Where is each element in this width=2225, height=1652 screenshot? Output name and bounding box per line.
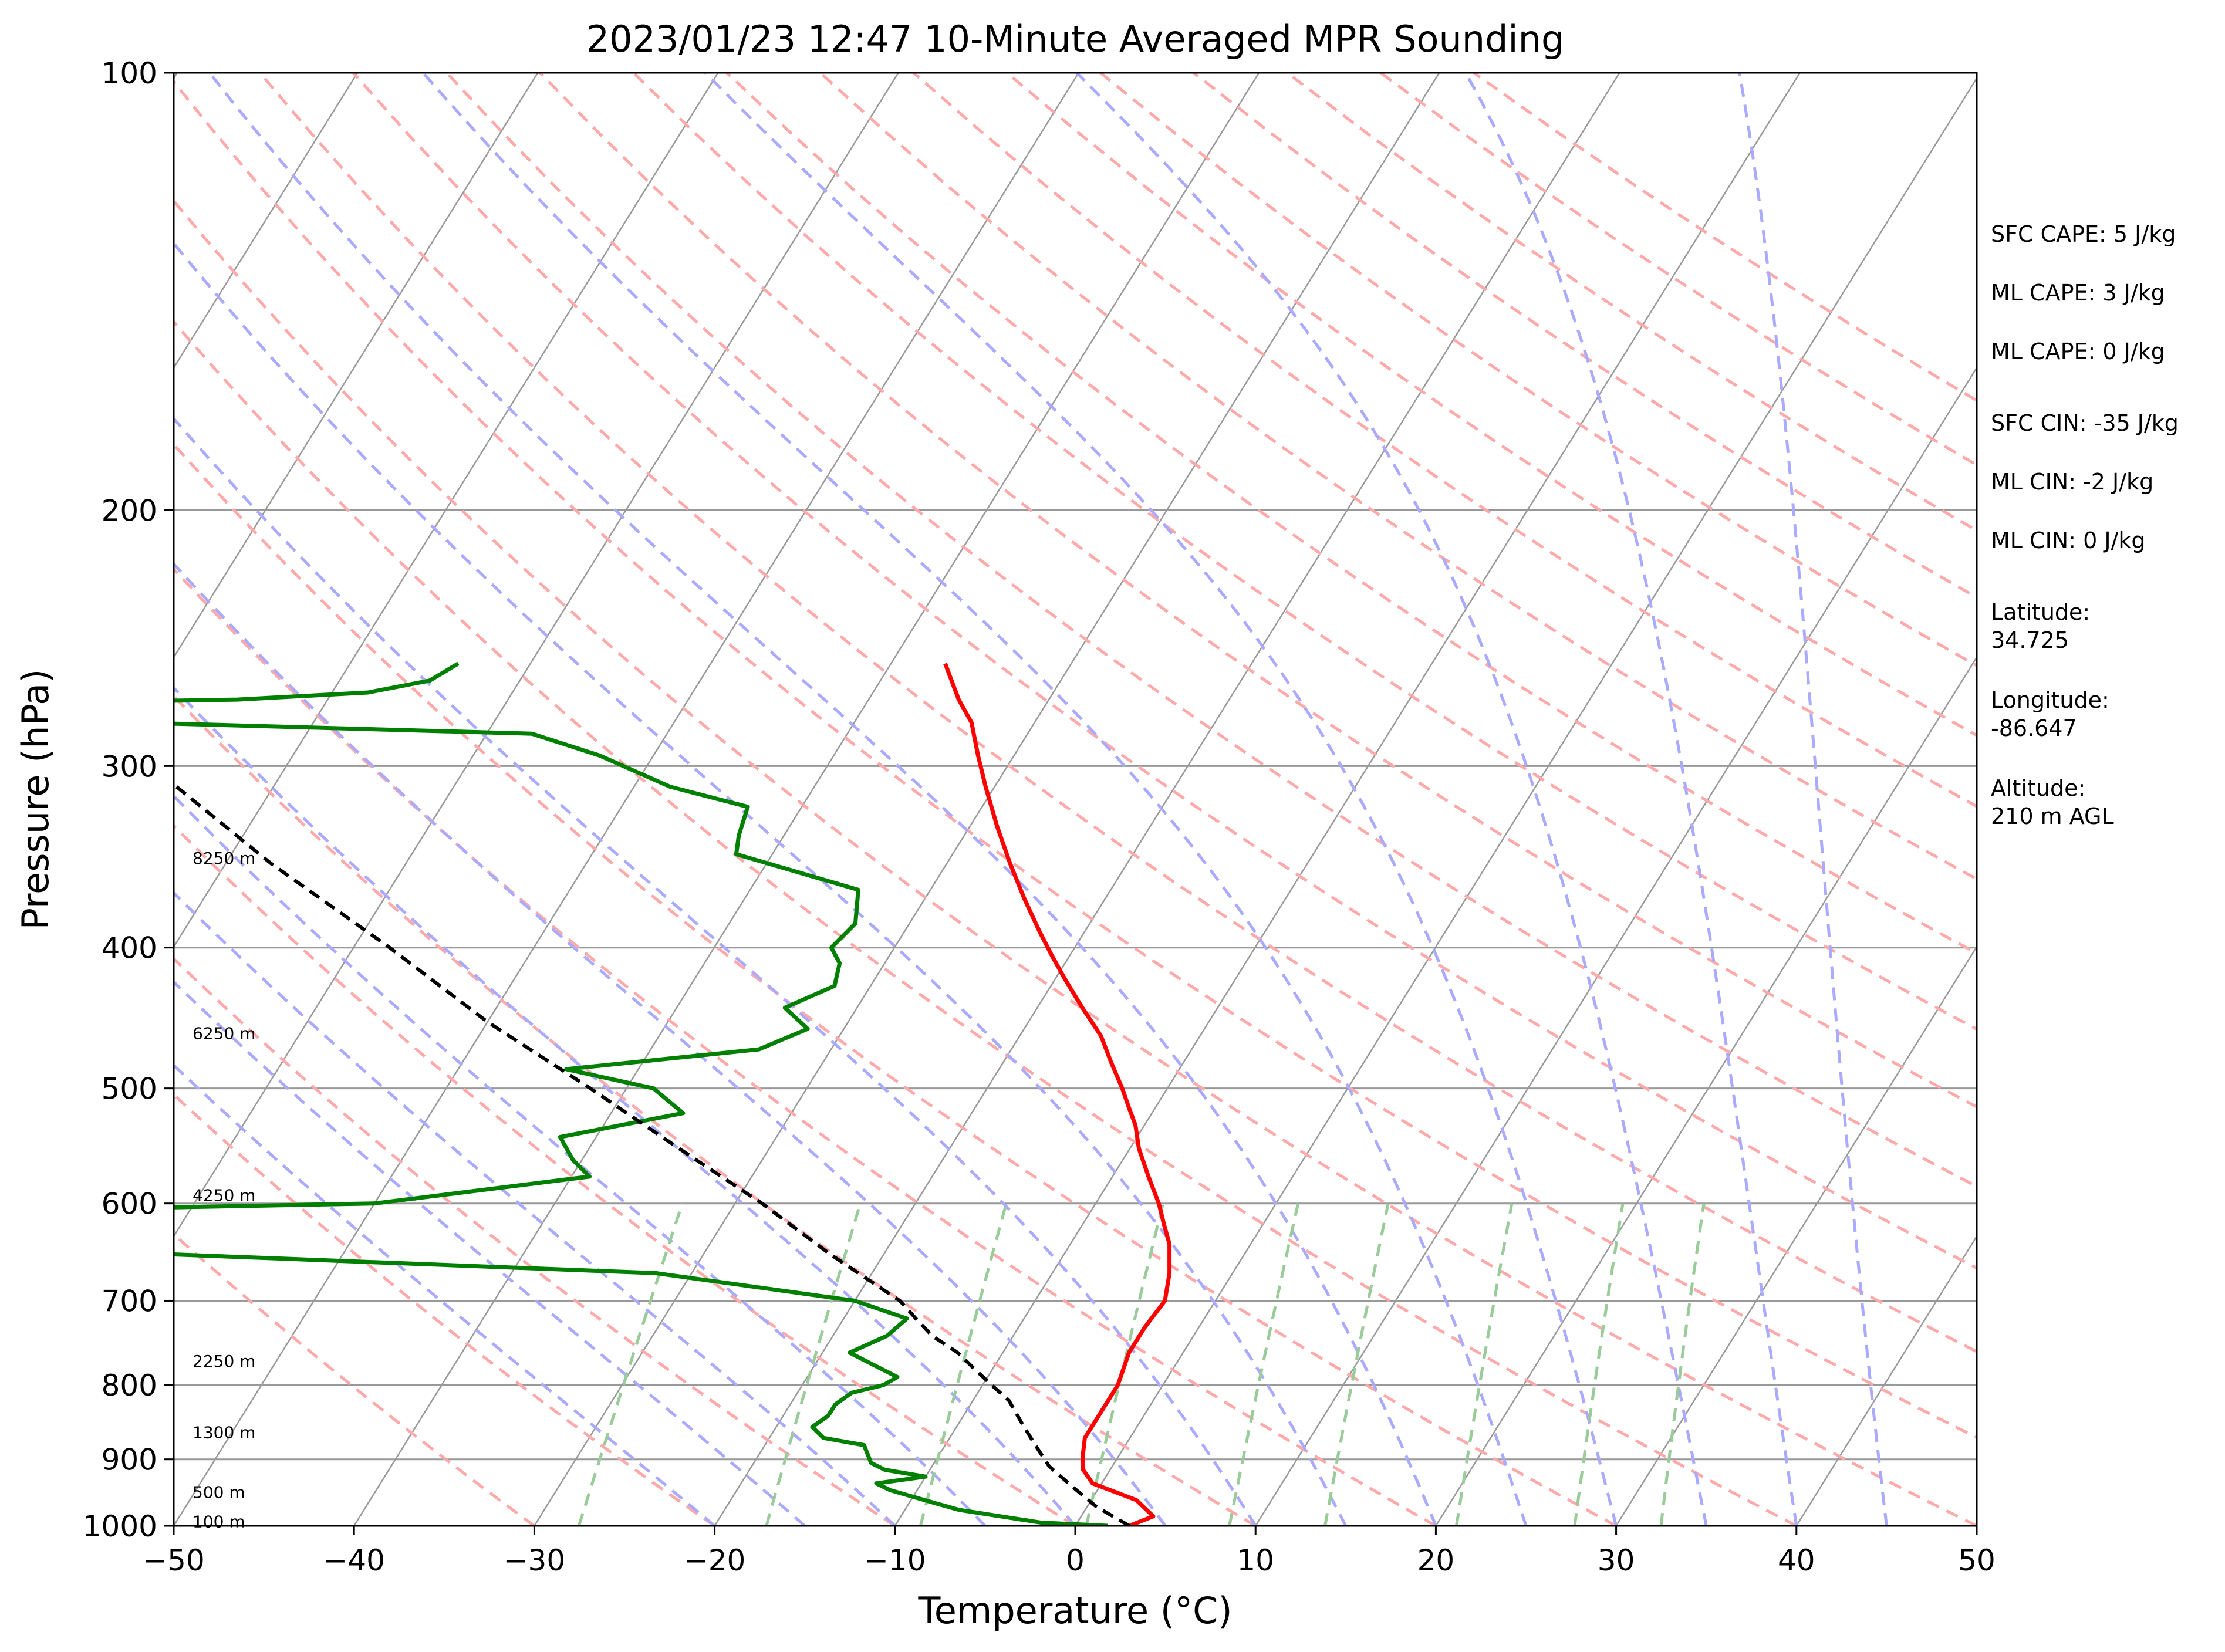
altitude-label: 1300 m xyxy=(193,1423,255,1442)
x-tick-label: −40 xyxy=(323,1543,385,1577)
y-axis-label: Pressure (hPa) xyxy=(14,669,57,930)
stat-label: Longitude: xyxy=(1991,687,2109,713)
x-tick-label: 30 xyxy=(1598,1543,1635,1577)
stat-label: 210 m AGL xyxy=(1991,803,2114,829)
x-tick-label: −50 xyxy=(143,1543,205,1577)
x-tick-label: 10 xyxy=(1237,1543,1274,1577)
stat-label: Latitude: xyxy=(1991,599,2090,625)
stat-label: -86.647 xyxy=(1991,715,2077,741)
y-tick-label: 400 xyxy=(102,931,157,965)
y-tick-label: 600 xyxy=(102,1187,157,1221)
y-tick-label: 900 xyxy=(102,1443,157,1477)
y-tick-label: 700 xyxy=(102,1284,157,1318)
stat-label: ML CIN: 0 J/kg xyxy=(1991,528,2145,553)
y-tick-label: 300 xyxy=(102,749,157,783)
altitude-label: 8250 m xyxy=(193,849,255,868)
stat-label: SFC CIN: -35 J/kg xyxy=(1991,410,2179,436)
y-tick-label: 800 xyxy=(102,1369,157,1403)
altitude-label: 100 m xyxy=(193,1512,245,1531)
stat-label: 34.725 xyxy=(1991,627,2069,653)
stat-label: ML CIN: -2 J/kg xyxy=(1991,469,2153,495)
altitude-label: 4250 m xyxy=(193,1185,255,1205)
x-tick-label: −20 xyxy=(684,1543,746,1577)
stat-label: ML CAPE: 0 J/kg xyxy=(1991,339,2165,364)
stat-label: Altitude: xyxy=(1991,775,2085,801)
x-tick-label: 50 xyxy=(1958,1543,1996,1577)
x-tick-label: 0 xyxy=(1066,1543,1085,1577)
altitude-label: 6250 m xyxy=(193,1023,255,1043)
x-tick-label: −30 xyxy=(504,1543,566,1577)
x-tick-label: −10 xyxy=(864,1543,926,1577)
altitude-label: 500 m xyxy=(193,1483,245,1502)
altitude-label: 2250 m xyxy=(193,1352,255,1371)
stat-label: ML CAPE: 3 J/kg xyxy=(1991,280,2165,306)
x-tick-label: 20 xyxy=(1417,1543,1455,1577)
chart-title: 2023/01/23 12:47 10-Minute Averaged MPR … xyxy=(586,18,1565,60)
y-tick-label: 100 xyxy=(102,56,157,90)
stat-label: SFC CAPE: 5 J/kg xyxy=(1991,221,2176,247)
y-tick-label: 500 xyxy=(102,1072,157,1106)
x-tick-label: 40 xyxy=(1778,1543,1815,1577)
y-tick-label: 1000 xyxy=(83,1509,157,1543)
x-axis-label: Temperature (°C) xyxy=(917,1589,1232,1632)
y-tick-label: 200 xyxy=(102,494,157,528)
